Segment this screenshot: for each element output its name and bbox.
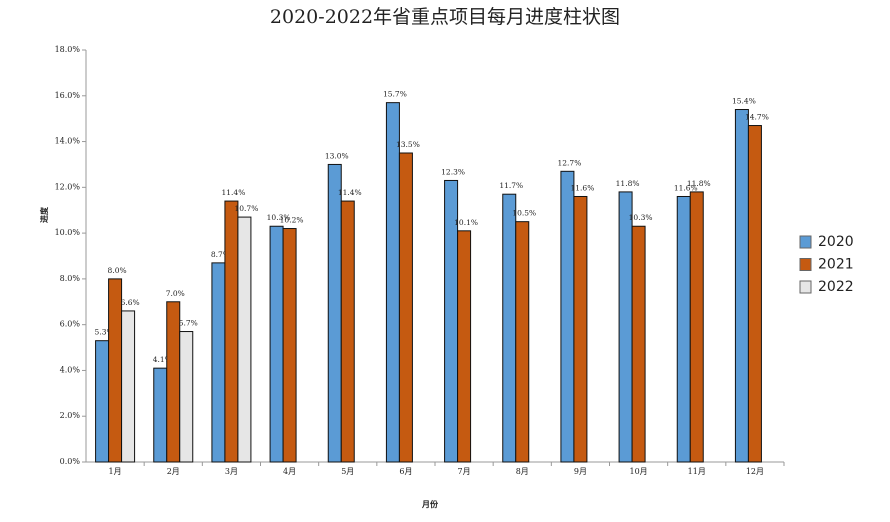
bar xyxy=(327,163,342,463)
bar xyxy=(385,102,400,463)
value-label: 6.6% xyxy=(121,298,140,307)
bar xyxy=(269,225,284,463)
legend-swatch xyxy=(799,235,812,249)
value-label: 10.1% xyxy=(454,218,478,227)
y-tick-label: 8.0% xyxy=(60,274,81,283)
y-tick-label: 10.0% xyxy=(55,228,81,237)
bar xyxy=(398,152,413,463)
value-label: 12.3% xyxy=(441,167,465,176)
bar xyxy=(224,200,239,463)
bar xyxy=(618,191,633,463)
value-label: 10.3% xyxy=(629,213,653,222)
x-tick-label: 5月 xyxy=(341,467,354,476)
x-tick-label: 9月 xyxy=(574,467,587,476)
x-tick-label: 4月 xyxy=(283,467,296,476)
legend-label: 2020 xyxy=(818,234,854,250)
legend-swatch xyxy=(799,258,812,271)
legend-swatch xyxy=(799,280,812,294)
value-label: 10.5% xyxy=(512,209,536,218)
value-label: 11.8% xyxy=(687,179,711,188)
bar xyxy=(747,125,762,463)
bar xyxy=(515,221,530,463)
value-label: 13.5% xyxy=(396,140,420,149)
chart-title: 2020-2022年省重点项目每月进度柱状图 xyxy=(270,6,620,28)
value-label: 11.4% xyxy=(338,188,362,197)
x-axis-label: 月份 xyxy=(421,499,439,509)
value-label: 11.6% xyxy=(571,183,595,192)
x-tick-label: 10月 xyxy=(629,467,647,476)
bar xyxy=(121,310,136,463)
y-tick-label: 6.0% xyxy=(60,320,81,329)
y-tick-label: 16.0% xyxy=(55,91,81,100)
x-tick-label: 12月 xyxy=(746,467,764,476)
value-label: 11.4% xyxy=(222,188,246,197)
value-label: 5.7% xyxy=(179,319,198,328)
value-label: 15.4% xyxy=(732,97,756,106)
value-label: 4.1% xyxy=(153,355,172,364)
bar xyxy=(573,195,588,463)
value-label: 8.7% xyxy=(211,250,230,259)
bar xyxy=(676,195,691,463)
bar xyxy=(237,216,252,463)
x-tick-label: 8月 xyxy=(516,467,529,476)
value-label: 5.3% xyxy=(95,328,114,337)
legend-label: 2022 xyxy=(818,279,854,295)
value-label: 14.7% xyxy=(745,113,769,122)
value-label: 12.7% xyxy=(558,158,582,167)
y-tick-label: 0.0% xyxy=(60,457,81,466)
value-label: 10.3% xyxy=(267,213,291,222)
y-tick-label: 2.0% xyxy=(60,411,81,420)
value-label: 15.7% xyxy=(383,90,407,99)
value-label: 11.6% xyxy=(674,183,698,192)
bar xyxy=(211,262,226,463)
bar xyxy=(631,225,646,463)
value-label: 11.8% xyxy=(616,179,640,188)
value-label: 13.0% xyxy=(325,151,349,160)
y-tick-label: 12.0% xyxy=(55,182,81,191)
x-tick-label: 2月 xyxy=(167,467,180,476)
bar xyxy=(153,367,168,463)
bar xyxy=(457,230,472,463)
y-tick-label: 14.0% xyxy=(55,137,81,146)
value-label: 8.0% xyxy=(108,266,127,275)
y-tick-label: 4.0% xyxy=(60,365,81,374)
value-label: 10.2% xyxy=(280,216,304,225)
value-label: 10.7% xyxy=(235,204,259,213)
bar xyxy=(179,331,194,463)
bar xyxy=(95,340,110,463)
x-tick-label: 6月 xyxy=(399,467,412,476)
x-tick-label: 3月 xyxy=(225,467,238,476)
x-tick-label: 7月 xyxy=(458,467,471,476)
bar xyxy=(340,200,355,463)
bar xyxy=(560,170,575,463)
bar xyxy=(282,228,297,463)
value-label: 7.0% xyxy=(166,289,185,298)
bar xyxy=(502,193,517,463)
bar xyxy=(689,191,704,463)
x-tick-label: 1月 xyxy=(109,467,122,476)
y-axis-label: 进度 xyxy=(39,206,49,223)
value-label: 11.7% xyxy=(499,181,523,190)
x-tick-label: 11月 xyxy=(688,467,706,476)
bar xyxy=(734,109,749,463)
y-tick-label: 18.0% xyxy=(55,45,81,54)
legend-label: 2021 xyxy=(818,257,854,273)
